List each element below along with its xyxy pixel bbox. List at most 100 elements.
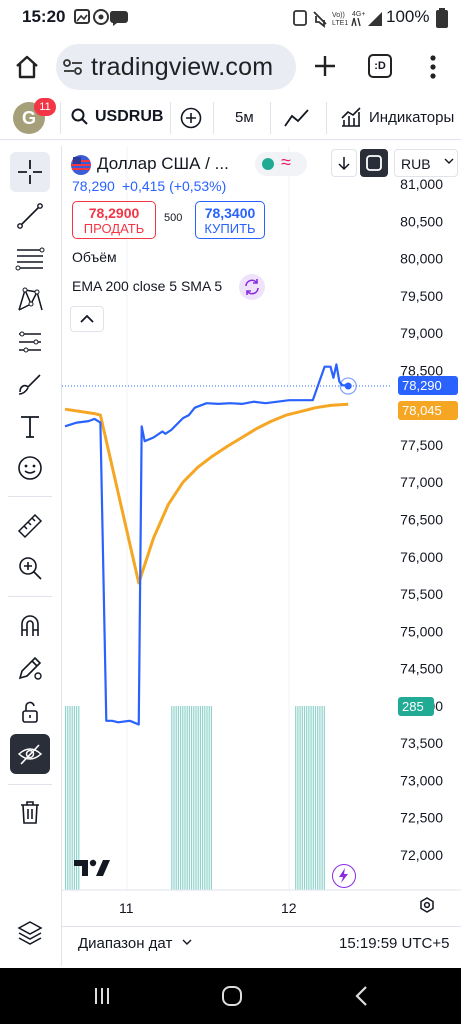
market-status[interactable]: ≈ [255,152,307,176]
volume-bar [295,706,297,890]
currency-label: RUB [401,156,431,172]
indicators-button[interactable]: Индикаторы [369,109,455,126]
volume-bar [191,706,193,890]
back-icon[interactable] [352,985,372,1012]
magnet-icon[interactable] [10,606,50,646]
scroll-down-button[interactable] [331,149,357,177]
price-tick: 77,000 [400,474,443,490]
volume-bar [319,706,321,890]
volume-bar [171,706,173,890]
chart-type-line-icon[interactable] [284,107,310,134]
divider [213,102,214,134]
chart-area[interactable]: 81,000 80,500 80,000 79,500 79,000 78,500 78,0… [62,146,461,966]
volume-bar [65,706,67,890]
indicator-legend[interactable]: EMA 200 close 5 SMA 5 [72,278,223,294]
clock: 15:20 [22,7,66,26]
price-tick: 81,000 [400,176,443,192]
ema-series[interactable] [64,402,349,585]
symbol-search-button[interactable]: USDRUB [95,108,164,125]
trash-icon[interactable] [10,792,50,832]
delayed-data-icon: ≈ [281,152,291,172]
volume-bar [199,706,201,890]
sell-label: ПРОДАТЬ [83,221,145,236]
sell-price: 78,2900 [88,205,140,221]
volume-bar [188,706,190,890]
search-icon[interactable] [71,108,89,131]
last-point-marker [344,382,352,390]
avatar[interactable]: G [13,102,45,134]
last-price-badge: 78,290 [398,376,458,396]
divider [62,926,461,927]
volume-bar [206,706,208,890]
volume-bar [180,706,182,890]
price-tick: 73,500 [400,735,443,751]
date-range-button[interactable]: Диапазон дат [78,935,193,952]
spread-value: 500 [164,212,183,224]
home-nav-icon[interactable] [221,985,243,1012]
site-settings-icon[interactable] [62,58,84,81]
last-price: 78,290 [72,178,115,194]
compare-add-icon[interactable] [180,107,202,134]
address-bar[interactable]: tradingview.com [56,44,296,90]
zoom-in-icon[interactable] [10,548,50,588]
notification-badge: 11 [34,98,56,116]
currency-selector[interactable]: RUB [394,149,458,177]
stay-in-drawing-mode-icon[interactable] [10,648,50,688]
battery-level: 100% [386,7,430,26]
tradingview-logo-icon[interactable] [74,858,110,883]
new-tab-icon[interactable] [312,53,338,84]
price-chart[interactable]: 81,000 80,500 80,000 79,500 79,000 78,500 78,0… [62,146,461,966]
volume-bar [67,706,69,890]
price-tick: 75,500 [400,586,443,602]
volume-bar [297,706,299,890]
volume-bar [301,706,303,890]
object-tree-icon[interactable] [10,912,50,952]
drawing-toolbar [0,146,62,966]
trend-line-icon[interactable] [10,196,50,236]
time-tick: 12 [281,900,297,916]
fib-retracement-icon[interactable] [10,238,50,278]
volume-bar [76,706,78,890]
timezone-clock[interactable]: 15:19:59 UTC+5 [339,935,450,952]
lightning-icon[interactable] [332,864,356,888]
brush-icon[interactable] [10,364,50,404]
text-tool-icon[interactable] [10,406,50,446]
volume-bar [202,706,204,890]
chevron-down-icon [443,154,455,173]
svg-text:Vo)): Vo)) [332,12,345,19]
collapse-legend-button[interactable] [70,306,104,332]
ema-value-badge: 78,045 [398,401,458,421]
divider [8,496,52,497]
recent-apps-icon[interactable] [92,986,112,1011]
buy-button[interactable]: 78,3400 КУПИТЬ [195,201,265,239]
sell-button[interactable]: 78,2900 ПРОДАТЬ [72,201,156,239]
chevron-down-icon [182,939,191,945]
prediction-tools-icon[interactable] [10,322,50,362]
volume-legend[interactable]: Объём [72,249,117,265]
lock-open-icon[interactable] [10,692,50,732]
volume-bar [197,706,199,890]
more-menu-icon[interactable] [426,54,440,85]
fullscreen-toggle[interactable] [360,149,388,177]
date-range-label: Диапазон дат [78,935,173,952]
refresh-indicator-icon[interactable] [239,274,265,300]
url-text[interactable]: tradingview.com [91,53,274,81]
indicators-icon[interactable] [340,106,362,133]
price-change: +0,415 (+0,53%) [122,178,227,194]
pattern-icon[interactable] [10,280,50,320]
ruler-icon[interactable] [10,506,50,546]
volume-bar [177,706,179,890]
volume-bar [208,706,210,890]
symbol-title[interactable]: Доллар США / ... [97,154,229,173]
chart-settings-icon[interactable] [417,896,437,921]
interval-button[interactable]: 5м [235,109,254,126]
home-icon[interactable] [14,54,40,85]
price-series[interactable] [64,363,349,726]
price-tick: 78,500 [400,362,443,378]
crosshair-icon[interactable] [10,152,50,192]
volume-bar [210,706,212,890]
emoji-icon[interactable] [10,448,50,488]
volume-bar [314,706,317,890]
hide-drawings-icon[interactable] [10,734,50,774]
tab-switcher-button[interactable]: :D [368,54,392,78]
